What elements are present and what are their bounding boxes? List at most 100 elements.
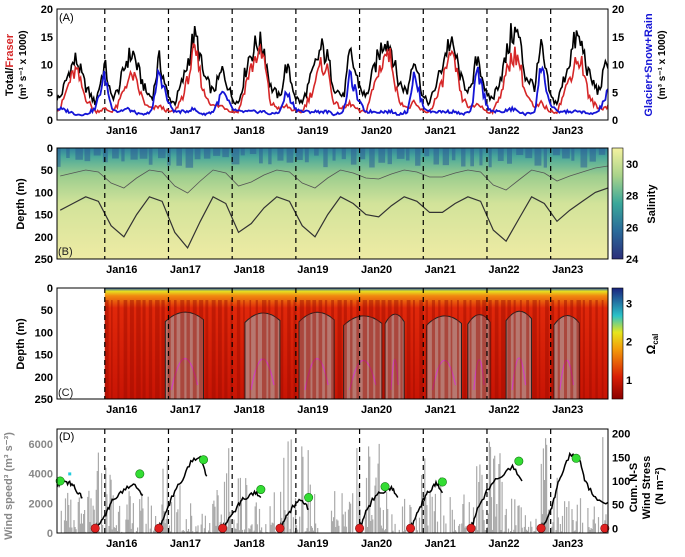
d-wind-bar — [445, 523, 447, 533]
d-wind-bar — [163, 511, 165, 533]
d-wind-bar — [77, 502, 79, 533]
d-min-marker — [355, 523, 365, 533]
d-wind-bar — [590, 528, 592, 533]
b-colorbar-tick-label: 24 — [626, 254, 639, 266]
d-wind-bar — [287, 441, 289, 533]
d-wind-bar — [409, 504, 411, 533]
d-wind-bar — [552, 522, 554, 533]
tick-label: 2000 — [29, 498, 53, 510]
d-wind-bar — [155, 516, 157, 533]
d-wind-bar — [311, 527, 313, 533]
d-wind-bar — [514, 499, 516, 533]
d-wind-bar — [510, 531, 512, 533]
tick-label: 100 — [35, 327, 53, 339]
a-x-tick-label: Jan16 — [106, 125, 137, 137]
d-wind-bar — [108, 526, 110, 533]
c-undersaturated-region — [164, 311, 205, 399]
d-wind-bar — [110, 479, 112, 533]
d-wind-bar — [405, 529, 407, 533]
d-wind-bar — [559, 524, 561, 533]
d-wind-bar — [305, 531, 307, 533]
d-wind-bar — [83, 514, 85, 533]
d-wind-bar — [578, 531, 581, 533]
a-x-tick-label: Jan23 — [552, 125, 583, 137]
c-omega-contour-line — [349, 359, 377, 391]
d-wind-bar — [208, 530, 210, 533]
d-wind-bar — [568, 501, 570, 533]
tick-label: 15 — [612, 32, 624, 44]
d-wind-bar — [105, 467, 107, 533]
d-wind-bar — [80, 513, 82, 533]
d-cum-stress-segment — [470, 463, 523, 531]
d-wind-bar — [197, 525, 199, 533]
d-wind-bar — [248, 528, 250, 533]
d-wind-bar — [364, 516, 366, 533]
d-wind-bar — [458, 525, 460, 533]
d-wind-bar — [427, 525, 429, 533]
tick-label: 150 — [35, 350, 53, 362]
d-wind-bar — [150, 505, 152, 533]
d-min-marker — [90, 523, 100, 533]
d-wind-bar — [518, 505, 520, 533]
tick-label: 150 — [35, 210, 53, 222]
d-max-marker — [437, 477, 447, 487]
c-colorbar-tick-label: 2 — [626, 337, 632, 349]
d-wind-bar — [380, 525, 382, 533]
c-x-tick-label: Jan16 — [106, 404, 137, 416]
d-wind-bar — [272, 523, 274, 533]
d-wind-bar — [185, 519, 187, 533]
c-undersaturated-region — [298, 311, 335, 399]
d-wind-bar — [142, 508, 144, 533]
d-wind-bar — [465, 526, 467, 533]
tick-label: 50 — [41, 165, 53, 177]
b-salinity-field — [57, 148, 608, 259]
d-wind-bar — [528, 526, 530, 533]
d-wind-bar — [383, 530, 386, 533]
b-x-tick-label: Jan23 — [552, 264, 583, 276]
d-wind-bar — [365, 477, 368, 533]
d-wind-bar — [169, 531, 171, 533]
d-plot-frame — [56, 428, 609, 534]
d-wind-bar — [191, 515, 193, 533]
d-wind-bar — [377, 463, 379, 533]
tick-label: 15 — [41, 32, 53, 44]
d-wind-bar — [210, 531, 212, 533]
d-wind-bar — [530, 521, 532, 533]
tick-label: 20 — [612, 4, 624, 16]
d-wind-bar — [501, 481, 503, 533]
d-wind-bar — [179, 485, 181, 533]
c-plot-frame — [56, 287, 609, 400]
d-wind-bar — [135, 531, 138, 533]
d-wind-bar — [119, 505, 121, 533]
d-wind-bar — [338, 525, 340, 533]
d-wind-bar — [525, 529, 528, 533]
d-wind-bar — [330, 510, 333, 533]
d-wind-bar — [60, 510, 62, 533]
d-right-ylabel-line2: Wind Stress — [641, 456, 653, 519]
d-wind-bar — [125, 519, 127, 533]
d-wind-bar — [97, 452, 99, 533]
d-wind-bar — [230, 519, 232, 533]
d-wind-bar — [394, 523, 396, 533]
d-wind-bar — [521, 527, 523, 533]
d-wind-bar — [381, 528, 383, 533]
d-wind-bar — [215, 525, 217, 533]
d-min-marker — [406, 523, 416, 533]
d-wind-bar — [534, 530, 536, 533]
d-wind-bar — [177, 509, 179, 533]
a-left-ylabel-unit: (m³ s⁻¹ x 1000) — [18, 30, 29, 99]
d-wind-bar — [334, 491, 336, 533]
tick-label: 0 — [47, 283, 53, 295]
d-wind-bar — [226, 473, 228, 533]
d-wind-bar — [591, 529, 593, 533]
tick-label: 50 — [41, 305, 53, 317]
d-wind-bar — [371, 515, 373, 533]
d-wind-bar — [459, 524, 461, 533]
d-wind-bar — [375, 477, 377, 533]
d-wind-bar — [352, 493, 354, 533]
d-wind-bar — [274, 531, 276, 533]
c-x-tick-label: Jan21 — [425, 404, 456, 416]
d-wind-bar — [69, 527, 71, 533]
d-wind-bar — [343, 526, 345, 533]
d-wind-bar — [404, 498, 406, 533]
